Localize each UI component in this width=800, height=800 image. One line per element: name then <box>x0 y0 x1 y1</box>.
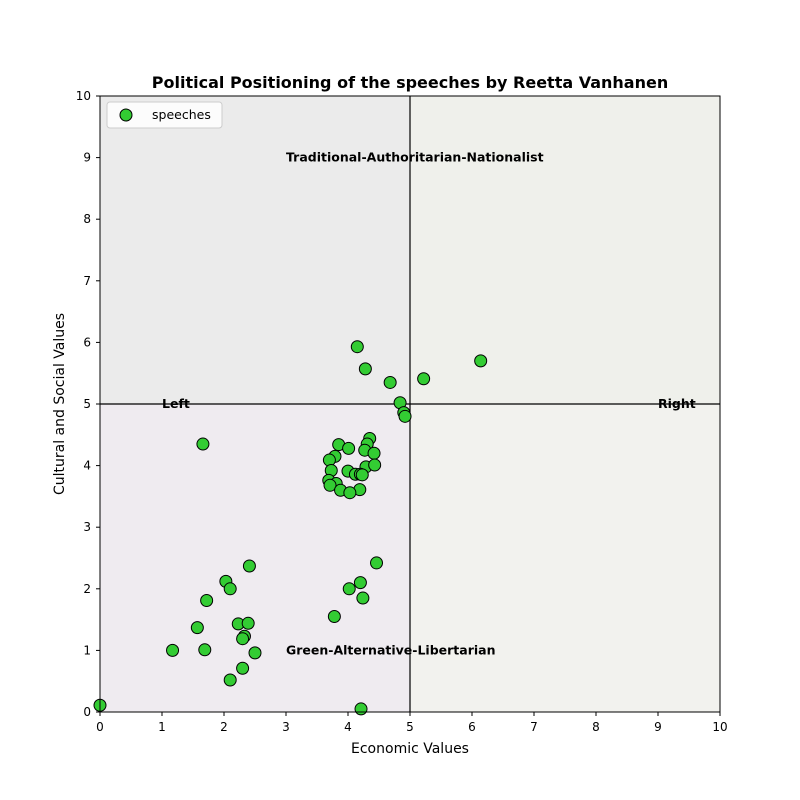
data-point <box>417 372 431 386</box>
y-tick-label: 6 <box>83 335 91 349</box>
data-point <box>353 576 367 590</box>
y-tick-label: 4 <box>83 459 91 473</box>
y-tick-label: 5 <box>83 397 91 411</box>
y-axis-ticks: 0 1 2 3 4 5 6 7 8 9 10 <box>76 89 100 719</box>
data-point <box>242 559 256 573</box>
x-tick-label: 1 <box>158 720 166 734</box>
annotation-right: Right <box>658 396 696 411</box>
data-point <box>398 409 412 423</box>
x-axis-ticks: 0 1 2 3 4 5 6 7 8 9 10 <box>96 712 728 734</box>
data-point <box>383 375 397 389</box>
y-tick-label: 0 <box>83 705 91 719</box>
data-point <box>354 702 368 716</box>
y-tick-label: 9 <box>83 151 91 165</box>
data-point <box>323 478 337 492</box>
quadrant-top-left <box>100 96 410 404</box>
data-point <box>190 621 204 635</box>
x-tick-label: 9 <box>654 720 662 734</box>
x-tick-label: 6 <box>468 720 476 734</box>
data-point <box>342 441 356 455</box>
legend-label: speeches <box>152 107 211 122</box>
legend-box <box>106 101 223 129</box>
legend-marker <box>119 108 133 122</box>
quadrant-bottom-right <box>410 404 720 712</box>
x-tick-label: 10 <box>712 720 727 734</box>
data-point <box>166 643 180 657</box>
data-point <box>356 591 370 605</box>
data-point <box>198 643 212 657</box>
x-tick-label: 5 <box>406 720 414 734</box>
data-point <box>350 340 364 354</box>
data-point <box>342 582 356 596</box>
annotation-top: Traditional-Authoritarian-Nationalist <box>286 150 544 165</box>
x-axis-label: Economic Values <box>351 741 469 757</box>
data-point <box>241 616 255 630</box>
data-point <box>368 458 382 472</box>
y-axis-label: Cultural and Social Values <box>52 313 68 495</box>
quadrant-top-right <box>410 96 720 404</box>
y-tick-label: 10 <box>76 89 91 103</box>
x-tick-label: 2 <box>220 720 228 734</box>
y-tick-label: 3 <box>83 520 91 534</box>
data-points <box>93 340 488 716</box>
x-tick-label: 4 <box>344 720 352 734</box>
data-point <box>358 362 372 376</box>
annotation-bottom: Green-Alternative-Libertarian <box>286 642 496 657</box>
data-point <box>248 646 262 660</box>
x-tick-label: 3 <box>282 720 290 734</box>
y-tick-label: 2 <box>83 582 91 596</box>
legend: speeches <box>106 101 223 129</box>
y-tick-label: 8 <box>83 212 91 226</box>
y-tick-label: 7 <box>83 274 91 288</box>
data-point <box>355 468 369 482</box>
data-point <box>196 437 210 451</box>
data-point <box>223 582 237 596</box>
data-point <box>370 556 384 570</box>
chart-title: Political Positioning of the speeches by… <box>152 73 668 92</box>
x-tick-label: 0 <box>96 720 104 734</box>
quadrant-bottom-left <box>100 404 410 712</box>
x-tick-label: 8 <box>592 720 600 734</box>
data-point <box>474 354 488 368</box>
data-point <box>200 594 214 608</box>
data-point <box>343 486 357 500</box>
data-point <box>322 453 336 467</box>
data-point <box>223 673 237 687</box>
data-point <box>236 661 250 675</box>
data-point <box>327 610 341 624</box>
data-point <box>236 632 250 646</box>
data-point <box>367 446 381 460</box>
annotation-left: Left <box>162 396 190 411</box>
y-tick-label: 1 <box>83 643 91 657</box>
x-tick-label: 7 <box>530 720 538 734</box>
